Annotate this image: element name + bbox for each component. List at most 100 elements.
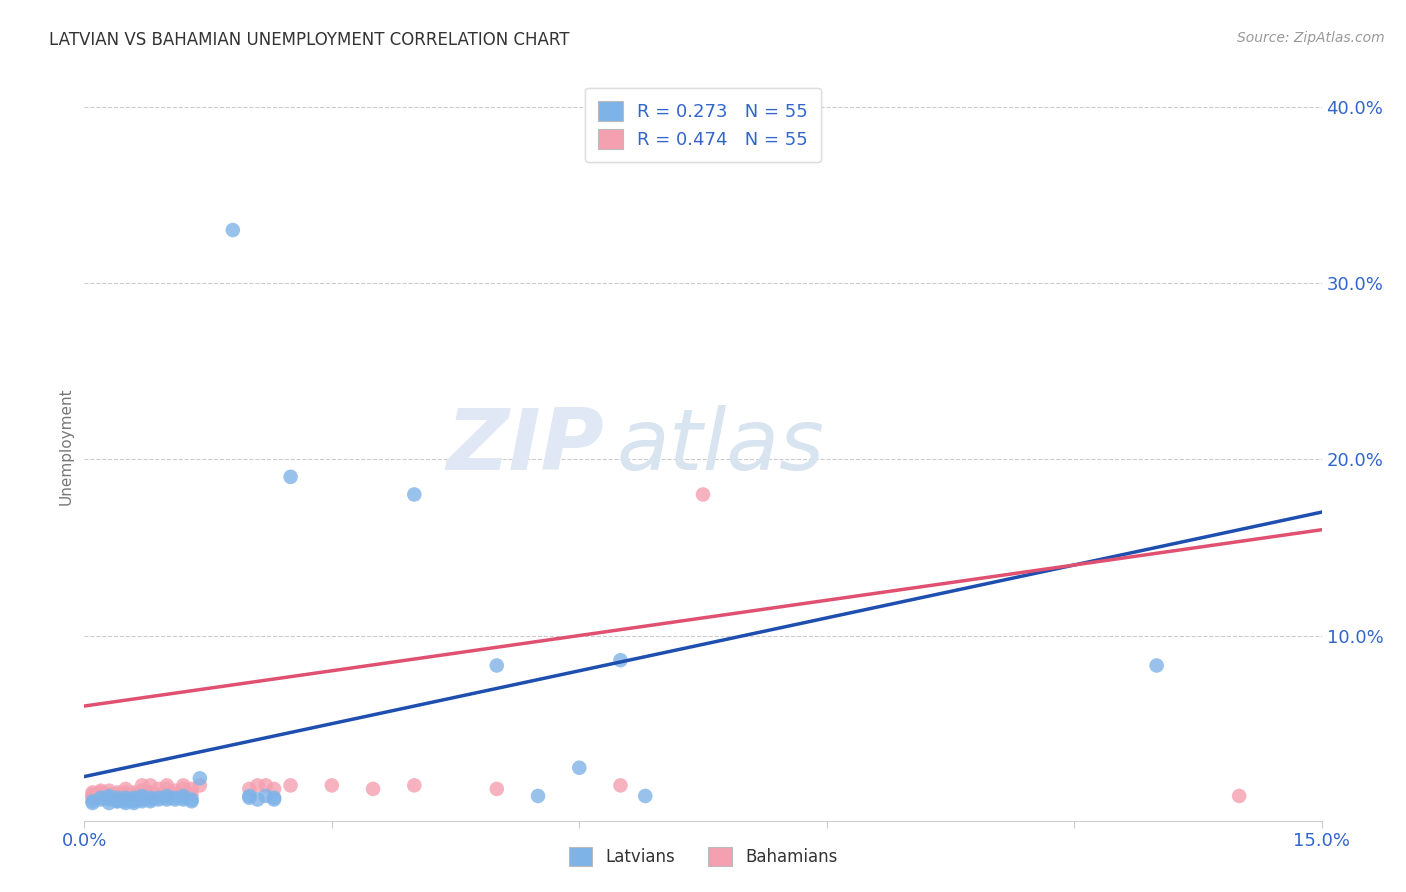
Point bbox=[114, 781, 136, 796]
Text: ZIP: ZIP bbox=[446, 404, 605, 488]
Point bbox=[122, 794, 145, 808]
Point bbox=[98, 789, 121, 803]
Point bbox=[82, 794, 104, 808]
Point bbox=[114, 785, 136, 799]
Point bbox=[156, 778, 179, 792]
Point bbox=[105, 789, 128, 803]
Point bbox=[609, 778, 631, 792]
Point bbox=[254, 789, 277, 803]
Point bbox=[280, 470, 302, 484]
Point bbox=[114, 790, 136, 805]
Point bbox=[156, 781, 179, 796]
Point bbox=[254, 778, 277, 792]
Point bbox=[238, 790, 260, 805]
Point bbox=[263, 792, 285, 806]
Point bbox=[404, 487, 426, 501]
Point bbox=[82, 796, 104, 810]
Point bbox=[156, 790, 179, 805]
Point bbox=[172, 781, 194, 796]
Point bbox=[122, 789, 145, 803]
Text: LATVIAN VS BAHAMIAN UNEMPLOYMENT CORRELATION CHART: LATVIAN VS BAHAMIAN UNEMPLOYMENT CORRELA… bbox=[49, 31, 569, 49]
Point bbox=[98, 790, 121, 805]
Point bbox=[139, 790, 162, 805]
Point bbox=[98, 790, 121, 805]
Point bbox=[172, 792, 194, 806]
Point bbox=[148, 790, 170, 805]
Point bbox=[222, 223, 245, 237]
Y-axis label: Unemployment: Unemployment bbox=[58, 387, 73, 505]
Point bbox=[188, 778, 211, 792]
Point bbox=[280, 778, 302, 792]
Point bbox=[82, 787, 104, 801]
Point bbox=[148, 781, 170, 796]
Legend: Latvians, Bahamians: Latvians, Bahamians bbox=[560, 838, 846, 875]
Point bbox=[156, 787, 179, 801]
Point bbox=[485, 781, 508, 796]
Text: atlas: atlas bbox=[616, 404, 824, 488]
Point bbox=[131, 787, 153, 801]
Point bbox=[131, 789, 153, 803]
Point bbox=[172, 789, 194, 803]
Point bbox=[180, 794, 202, 808]
Point bbox=[246, 778, 269, 792]
Point bbox=[156, 792, 179, 806]
Point bbox=[188, 772, 211, 786]
Point bbox=[90, 787, 112, 801]
Point bbox=[165, 787, 187, 801]
Point bbox=[98, 789, 121, 803]
Point bbox=[105, 785, 128, 799]
Point bbox=[90, 785, 112, 799]
Point bbox=[90, 792, 112, 806]
Point bbox=[131, 794, 153, 808]
Point bbox=[527, 789, 550, 803]
Point bbox=[1227, 789, 1250, 803]
Point bbox=[172, 787, 194, 801]
Point bbox=[165, 792, 187, 806]
Point bbox=[148, 789, 170, 803]
Point bbox=[263, 790, 285, 805]
Point bbox=[105, 792, 128, 806]
Point bbox=[122, 796, 145, 810]
Point bbox=[139, 785, 162, 799]
Point bbox=[172, 790, 194, 805]
Legend: R = 0.273   N = 55, R = 0.474   N = 55: R = 0.273 N = 55, R = 0.474 N = 55 bbox=[585, 88, 821, 162]
Point bbox=[139, 792, 162, 806]
Point bbox=[105, 794, 128, 808]
Point bbox=[131, 783, 153, 797]
Point bbox=[172, 778, 194, 792]
Point bbox=[321, 778, 343, 792]
Point bbox=[114, 796, 136, 810]
Point bbox=[692, 487, 714, 501]
Point bbox=[485, 658, 508, 673]
Point bbox=[114, 792, 136, 806]
Point bbox=[165, 790, 187, 805]
Point bbox=[114, 789, 136, 803]
Point bbox=[238, 789, 260, 803]
Point bbox=[98, 783, 121, 797]
Point bbox=[122, 787, 145, 801]
Point bbox=[131, 790, 153, 805]
Point bbox=[238, 781, 260, 796]
Point bbox=[90, 789, 112, 803]
Point bbox=[114, 794, 136, 808]
Point bbox=[98, 796, 121, 810]
Point bbox=[148, 787, 170, 801]
Point bbox=[361, 781, 384, 796]
Point bbox=[98, 787, 121, 801]
Point bbox=[98, 792, 121, 806]
Point bbox=[404, 778, 426, 792]
Point bbox=[122, 790, 145, 805]
Point bbox=[131, 789, 153, 803]
Point bbox=[568, 761, 591, 775]
Point bbox=[131, 778, 153, 792]
Point bbox=[105, 787, 128, 801]
Point bbox=[156, 789, 179, 803]
Point bbox=[139, 794, 162, 808]
Point bbox=[122, 792, 145, 806]
Point bbox=[90, 790, 112, 805]
Point bbox=[131, 792, 153, 806]
Point bbox=[105, 794, 128, 808]
Point bbox=[609, 653, 631, 667]
Point bbox=[82, 785, 104, 799]
Point bbox=[139, 778, 162, 792]
